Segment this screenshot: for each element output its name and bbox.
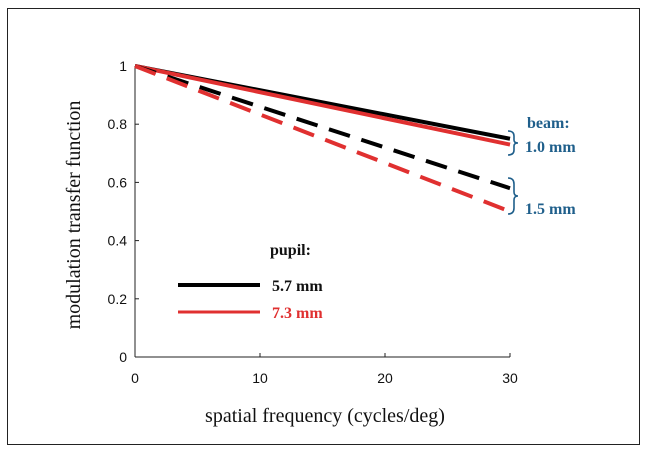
x-tick-label: 30 bbox=[502, 370, 518, 386]
series-line-pupil-73-beam-10 bbox=[134, 64, 511, 147]
beam-label-1-5mm: 1.5 mm bbox=[525, 201, 576, 218]
x-axis-label: spatial frequency (cycles/deg) bbox=[205, 405, 445, 427]
x-tick-label: 20 bbox=[377, 370, 393, 386]
y-tick-label: 0.6 bbox=[108, 174, 128, 190]
legend: pupil: 5.7 mm 7.3 mm bbox=[178, 242, 323, 322]
y-tick-label: 0.4 bbox=[108, 233, 128, 249]
beam-title: beam: bbox=[527, 115, 570, 132]
beam-brace-1-5mm bbox=[507, 177, 519, 215]
y-tick-label: 0.8 bbox=[108, 116, 128, 132]
beam-annotations: beam: 1.0 mm 1.5 mm bbox=[507, 115, 576, 218]
x-tick-label: 10 bbox=[252, 370, 268, 386]
beam-label-1-0mm: 1.0 mm bbox=[525, 139, 576, 156]
axes bbox=[134, 66, 510, 358]
series-line-pupil-73-beam-15 bbox=[134, 64, 511, 214]
legend-label-7-3mm: 7.3 mm bbox=[272, 305, 323, 322]
x-tick-label: 0 bbox=[131, 370, 139, 386]
y-tick-label: 0 bbox=[119, 349, 127, 365]
y-tick-label: 0.2 bbox=[108, 291, 128, 307]
legend-title: pupil: bbox=[270, 242, 311, 259]
y-tick-label: 1 bbox=[119, 58, 127, 74]
ticks: 00.20.40.60.810 10 20 30 bbox=[108, 58, 518, 386]
y-axis-label: modulation transfer function bbox=[63, 101, 85, 330]
beam-brace-1-0mm bbox=[507, 130, 519, 156]
legend-label-5-7mm: 5.7 mm bbox=[272, 278, 323, 295]
series-layer bbox=[134, 64, 511, 214]
figure-frame bbox=[7, 8, 640, 445]
